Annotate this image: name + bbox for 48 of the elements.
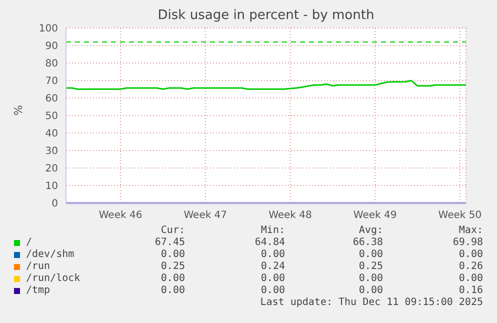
legend-label: /: [26, 237, 32, 248]
y-tick-label: 0: [52, 198, 58, 210]
x-tick-label: Week 50: [438, 210, 482, 222]
y-tick-label: 90: [45, 41, 58, 52]
x-tick-label: Week 49: [353, 210, 397, 222]
text: 0.00: [260, 285, 285, 296]
x-tick-label: Week 47: [184, 210, 228, 222]
y-tick-label: 10: [45, 181, 58, 192]
text: 0.00: [160, 273, 185, 284]
text: 0.00: [260, 273, 285, 284]
text: 0.00: [160, 249, 185, 260]
y-tick-label: 60: [45, 94, 58, 105]
text: 66.38: [352, 237, 383, 248]
text: 0.00: [458, 249, 483, 260]
chart-title: Disk usage in percent - by month: [156, 8, 376, 23]
text: Avg:: [358, 225, 383, 236]
x-tick-label: Week 46: [98, 210, 142, 222]
legend-label: /dev/shm: [26, 249, 74, 260]
y-tick-label: 70: [45, 76, 58, 88]
text: 64.84: [254, 237, 285, 248]
text: 0.00: [358, 285, 383, 296]
text: Cur:: [160, 225, 185, 236]
text: 69.98: [452, 237, 483, 248]
legend-label: /tmp: [26, 285, 50, 296]
text: 0.00: [160, 285, 185, 296]
y-tick-label: 80: [45, 58, 58, 70]
text: 0.00: [358, 273, 383, 284]
legend-label: /run: [26, 261, 50, 272]
text: Max:: [458, 225, 483, 236]
text: 0.00: [260, 249, 285, 260]
text: 0.00: [458, 273, 483, 284]
legend-label: /run/lock: [26, 273, 80, 284]
text: Min:: [260, 225, 285, 236]
text: 0.16: [458, 285, 483, 296]
text: 0.25: [358, 261, 383, 272]
y-tick-label: 50: [45, 111, 58, 122]
text: 0.00: [358, 249, 383, 260]
text: 0.24: [260, 261, 285, 272]
text: Last update: Thu Dec 11 09:15:00 2025: [260, 297, 483, 308]
text: 0.25: [160, 261, 185, 272]
y-tick-label: 40: [45, 128, 58, 140]
x-tick-label: Week 48: [268, 210, 312, 222]
text: 0.26: [458, 261, 483, 272]
text: 67.45: [154, 237, 185, 248]
y-tick-label: 20: [45, 164, 58, 175]
y-tick-label: 100: [38, 24, 58, 35]
y-tick-label: 30: [45, 146, 58, 158]
y-axis-title: %: [12, 105, 25, 116]
